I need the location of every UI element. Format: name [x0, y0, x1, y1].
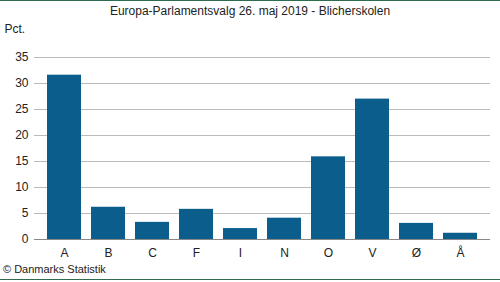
svg-text:N: N	[280, 246, 289, 260]
svg-text:Pct.: Pct.	[5, 22, 26, 36]
svg-text:A: A	[60, 246, 68, 260]
svg-text:V: V	[368, 246, 376, 260]
svg-text:30: 30	[15, 76, 29, 90]
svg-text:0: 0	[22, 232, 29, 246]
svg-text:Ø: Ø	[412, 246, 421, 260]
svg-text:5: 5	[22, 206, 29, 220]
svg-text:25: 25	[15, 102, 29, 116]
svg-text:F: F	[193, 246, 200, 260]
html-text:Europa-Parlamentsvalg 26. maj: Europa-Parlamentsvalg 26. maj 2019 - Bli…	[109, 4, 391, 18]
svg-text:I: I	[239, 246, 242, 260]
svg-text:O: O	[324, 246, 333, 260]
svg-text:20: 20	[15, 128, 29, 142]
html-text:© Danmarks Statistik: © Danmarks Statistik	[3, 263, 106, 275]
svg-text:10: 10	[15, 180, 29, 194]
svg-text:15: 15	[15, 154, 29, 168]
svg-text:Å: Å	[456, 245, 464, 260]
svg-text:B: B	[104, 246, 112, 260]
svg-text:35: 35	[15, 50, 29, 64]
svg-text:C: C	[148, 246, 157, 260]
